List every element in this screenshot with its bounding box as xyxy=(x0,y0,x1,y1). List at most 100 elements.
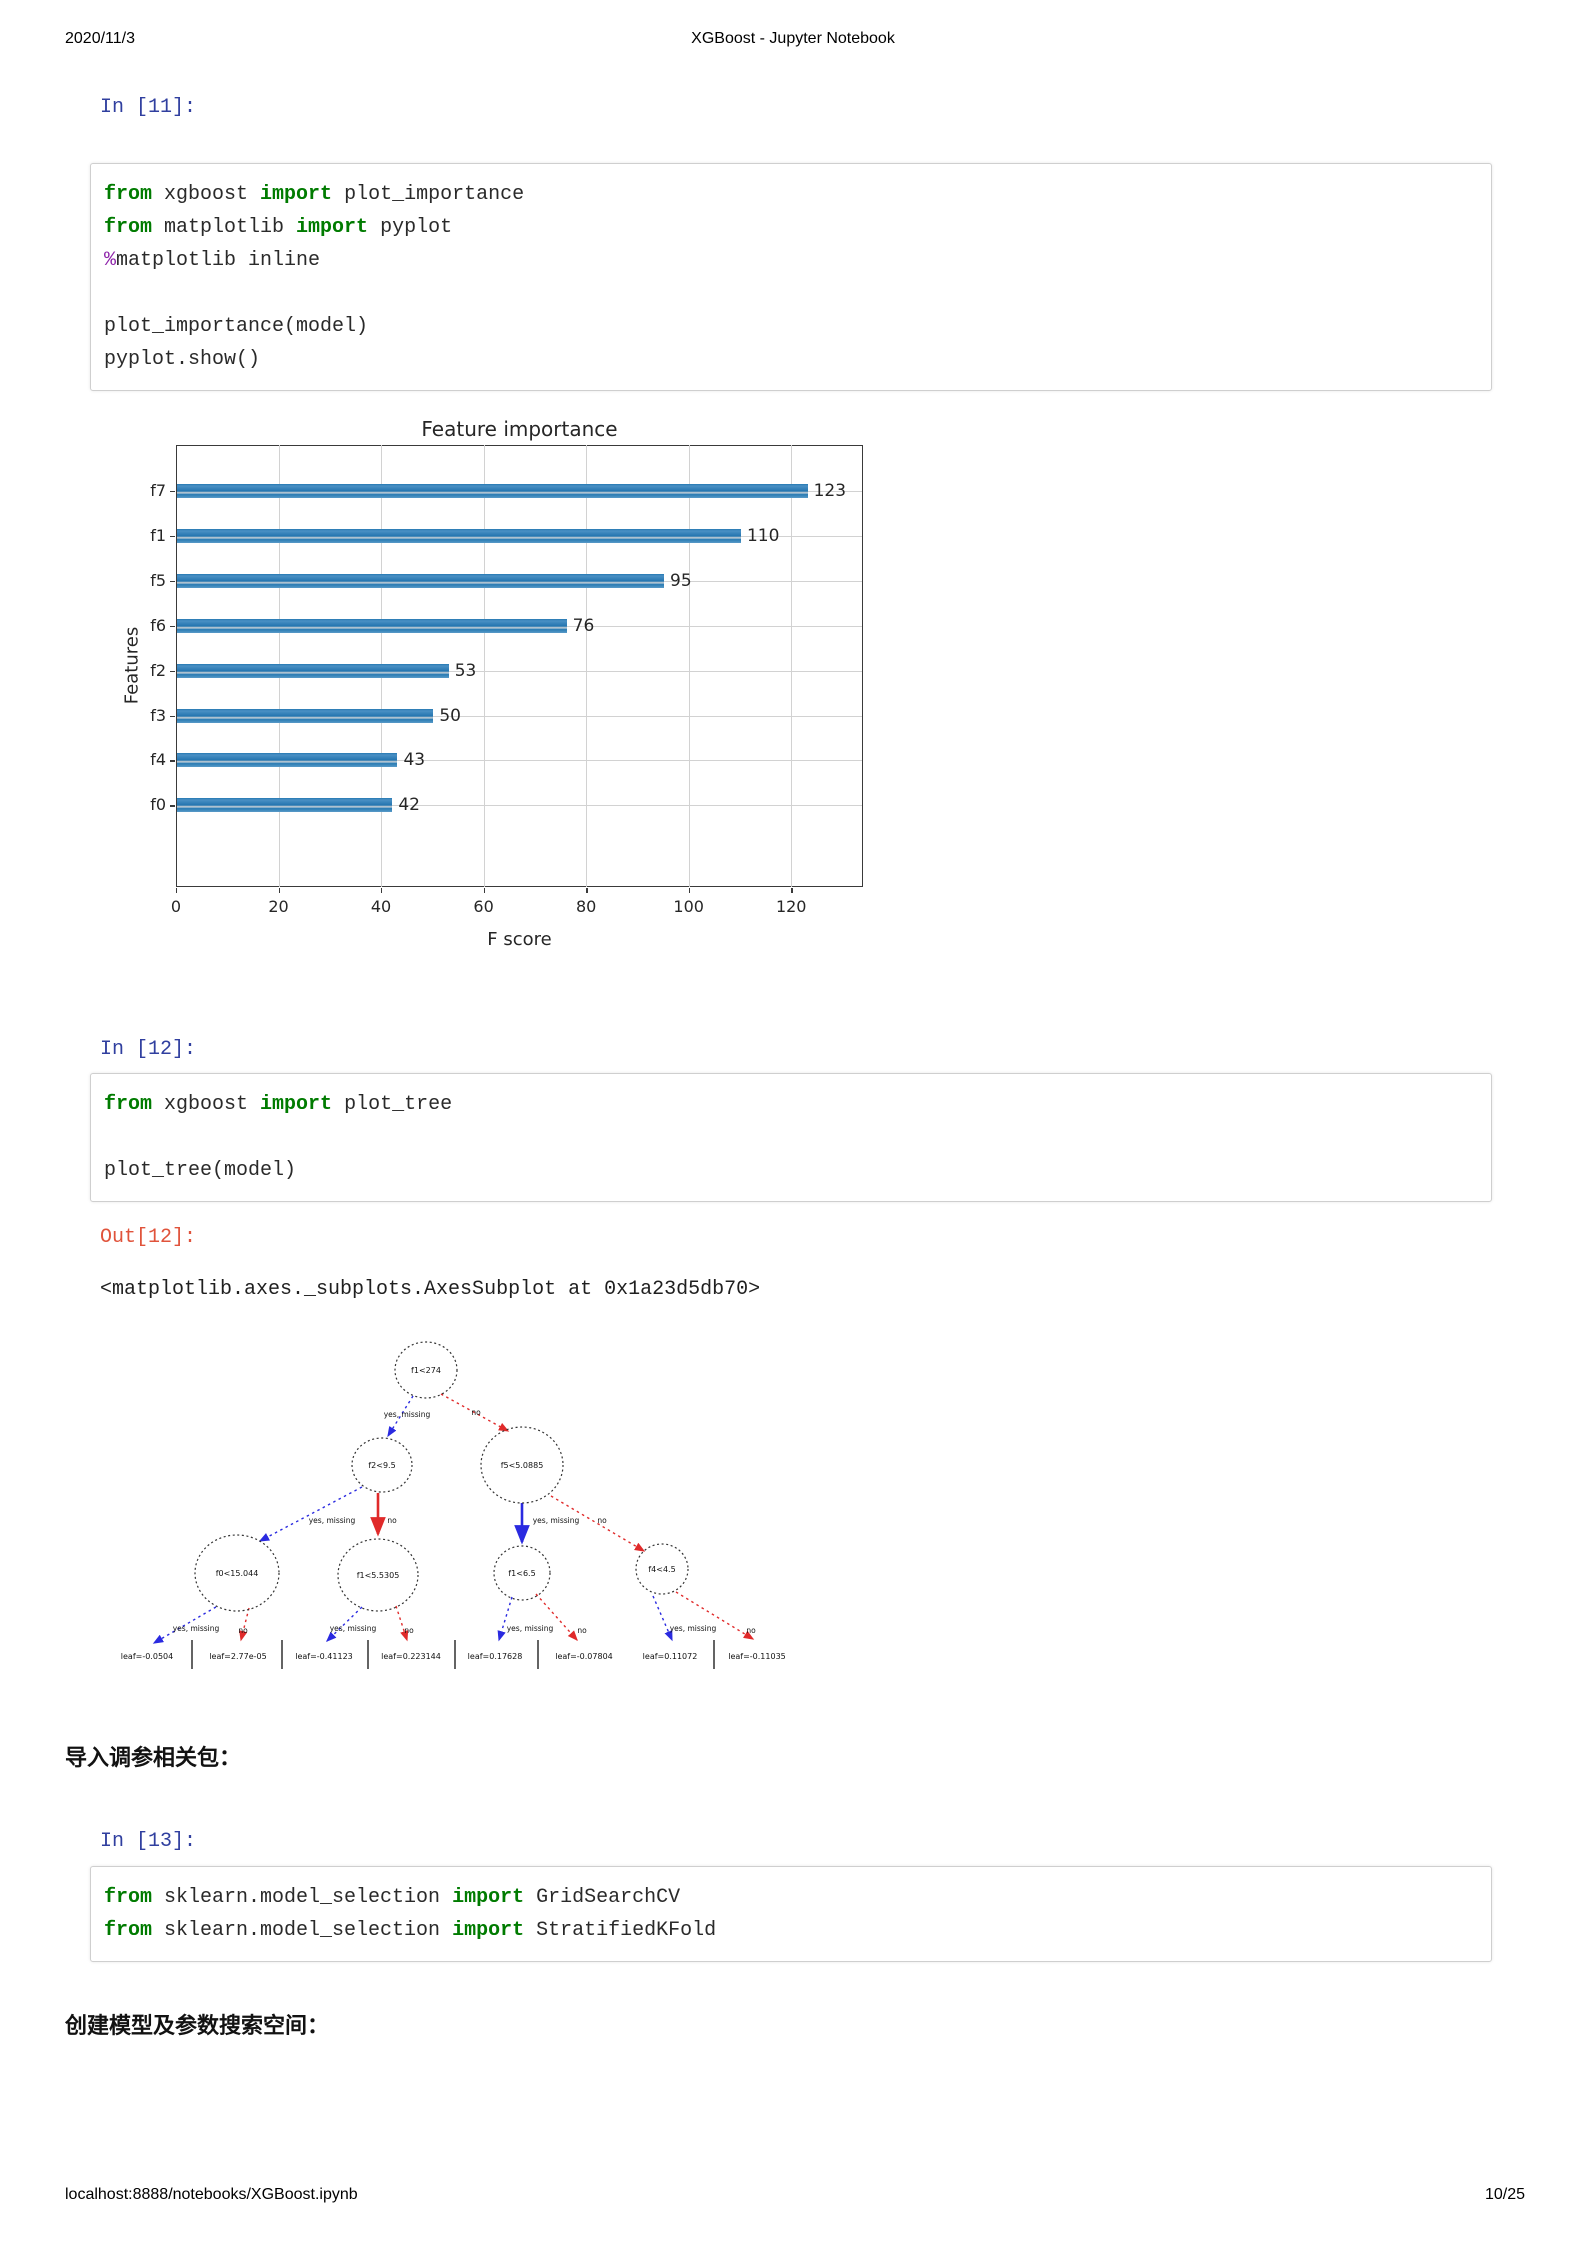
code-line: from xgboost import plot_tree xyxy=(104,1088,1481,1121)
bar-value-label: 76 xyxy=(572,615,595,636)
tree-edge-r-no xyxy=(550,1495,646,1552)
y-tick-label: f7 xyxy=(150,481,166,500)
code-token: matplotlib xyxy=(152,216,297,239)
x-tick-mark xyxy=(381,888,383,893)
y-tick-label: f1 xyxy=(150,525,166,545)
grid-line-horizontal xyxy=(177,805,862,807)
keyword-token: import xyxy=(260,183,333,206)
bar-f5 xyxy=(177,573,665,588)
keyword-token: from xyxy=(104,1886,153,1909)
tree-node-root xyxy=(394,1341,458,1399)
x-tick-mark xyxy=(688,888,691,893)
code-token: plot_tree(model) xyxy=(104,1159,297,1182)
tree-svg: f1<274 f2<9.5 f5<5.0885 f0<15.044 f1<5.5… xyxy=(121,1341,786,1669)
code-token: plot_tree xyxy=(332,1093,453,1116)
tree-leaf-label: leaf=0.223144 xyxy=(381,1652,441,1661)
tree-leaf-label: leaf=-0.11035 xyxy=(728,1652,786,1661)
code-token: xgboost xyxy=(152,183,261,206)
code-token: matplotlib inline xyxy=(116,249,321,272)
tree-node-rc xyxy=(493,1545,551,1601)
print-footer-url: localhost:8888/notebooks/XGBoost.ipynb xyxy=(65,2186,358,2203)
tree-edge-rc-no xyxy=(535,1593,578,1642)
tree-edge-l-yes xyxy=(258,1486,363,1542)
tree-node-label: f4<4.5 xyxy=(648,1565,675,1574)
y-tick-mark xyxy=(170,625,175,628)
bar-f7 xyxy=(177,484,808,498)
tree-node-rr xyxy=(635,1543,689,1595)
x-tick-label: 20 xyxy=(268,897,289,916)
tree-node-label: f1<5.5305 xyxy=(357,1571,400,1580)
y-tick-label: f2 xyxy=(150,660,166,680)
y-tick-label: f6 xyxy=(150,615,166,635)
keyword-token: from xyxy=(104,1919,153,1942)
code-line: pyplot.show() xyxy=(104,343,1481,376)
tree-edge-label-yes: yes, missing xyxy=(507,1624,554,1633)
tree-leaf-label: leaf=0.11072 xyxy=(643,1652,698,1661)
tree-edge-label-no: no xyxy=(746,1626,756,1635)
x-tick-label: 0 xyxy=(170,897,182,916)
code-line xyxy=(104,1121,1481,1154)
bar-value-label: 123 xyxy=(813,481,847,501)
code-token: sklearn.model_selection xyxy=(152,1919,453,1942)
bar-f2 xyxy=(177,663,449,678)
tree-node-label: f2<9.5 xyxy=(368,1461,395,1470)
code-token: GridSearchCV xyxy=(524,1886,681,1909)
code-line: %matplotlib inline xyxy=(104,244,1481,277)
keyword-token: from xyxy=(104,1093,153,1116)
tree-edge-label-no: no xyxy=(577,1626,587,1635)
grid-line-vertical xyxy=(688,445,690,887)
y-tick-mark xyxy=(170,760,175,762)
keyword-token: from xyxy=(104,183,153,206)
code-line: from xgboost import plot_importance xyxy=(104,178,1481,211)
y-tick-mark xyxy=(170,715,175,717)
tree-edge-label-yes: yes, missing xyxy=(309,1516,356,1525)
tree-edge-root-no xyxy=(440,1393,510,1432)
grid-line-vertical xyxy=(586,445,588,887)
tree-node-lc xyxy=(337,1538,419,1612)
y-tick-mark xyxy=(170,805,175,807)
code-line: plot_tree(model) xyxy=(104,1154,1481,1187)
keyword-token: import xyxy=(452,1886,525,1909)
code-line: from matplotlib import pyplot xyxy=(104,211,1481,244)
code-cell-in13: from sklearn.model_selection import Grid… xyxy=(90,1866,1492,1962)
tree-edge-label-yes: yes, missing xyxy=(330,1624,377,1633)
feature-importance-chart: Feature importance 0 20 40 60 80 100 120 f7 123 f1… xyxy=(115,415,935,975)
y-tick-mark xyxy=(170,535,175,538)
bar-value-label: 95 xyxy=(670,570,692,591)
tree-leaf-label: leaf=2.77e-05 xyxy=(209,1652,266,1661)
bar-f6 xyxy=(177,618,567,633)
x-tick-mark xyxy=(586,888,588,893)
x-axis-label: F score xyxy=(487,929,552,950)
code-token: StratifiedKFold xyxy=(524,1919,717,1942)
input-prompt-11: In [11]: xyxy=(100,96,197,119)
print-header-title: XGBoost - Jupyter Notebook xyxy=(691,30,895,47)
tree-edge-label-no: no xyxy=(471,1408,481,1417)
x-tick-mark xyxy=(483,888,485,893)
markdown-heading-search-space: 创建模型及参数搜索空间： xyxy=(65,2013,330,2038)
x-tick-label: 100 xyxy=(673,897,704,916)
tree-node-label: f1<6.5 xyxy=(508,1569,535,1578)
tree-edge-lc-yes xyxy=(325,1606,363,1642)
x-tick-label: 120 xyxy=(775,897,807,916)
grid-line-vertical xyxy=(483,445,485,887)
chart-title: Feature importance xyxy=(421,417,618,441)
code-cell-in12: from xgboost import plot_tree plot_tree(… xyxy=(90,1073,1492,1202)
tree-node-ll xyxy=(194,1534,280,1612)
code-line: plot_importance(model) xyxy=(104,310,1481,343)
keyword-token: import xyxy=(296,216,369,239)
code-token: plot_importance xyxy=(332,183,525,206)
x-tick-label: 40 xyxy=(370,897,392,916)
y-tick-mark xyxy=(170,491,175,493)
bar-f0 xyxy=(177,798,393,813)
magic-token: % xyxy=(104,249,117,272)
tree-leaf-label: leaf=0.17628 xyxy=(468,1652,523,1661)
y-axis-label: Features xyxy=(121,626,143,705)
y-tick-mark xyxy=(170,580,175,583)
tree-node-label: f5<5.0885 xyxy=(501,1461,544,1470)
tree-leaf-label: leaf=-0.07804 xyxy=(555,1652,613,1661)
tree-edge-label-yes: yes, missing xyxy=(173,1624,220,1633)
xgboost-tree-plot: f1<274 f2<9.5 f5<5.0885 f0<15.044 f1<5.5… xyxy=(110,1337,810,1682)
tree-edge-label-no: no xyxy=(238,1626,248,1635)
keyword-token: from xyxy=(104,216,153,239)
code-token: sklearn.model_selection xyxy=(152,1886,453,1909)
